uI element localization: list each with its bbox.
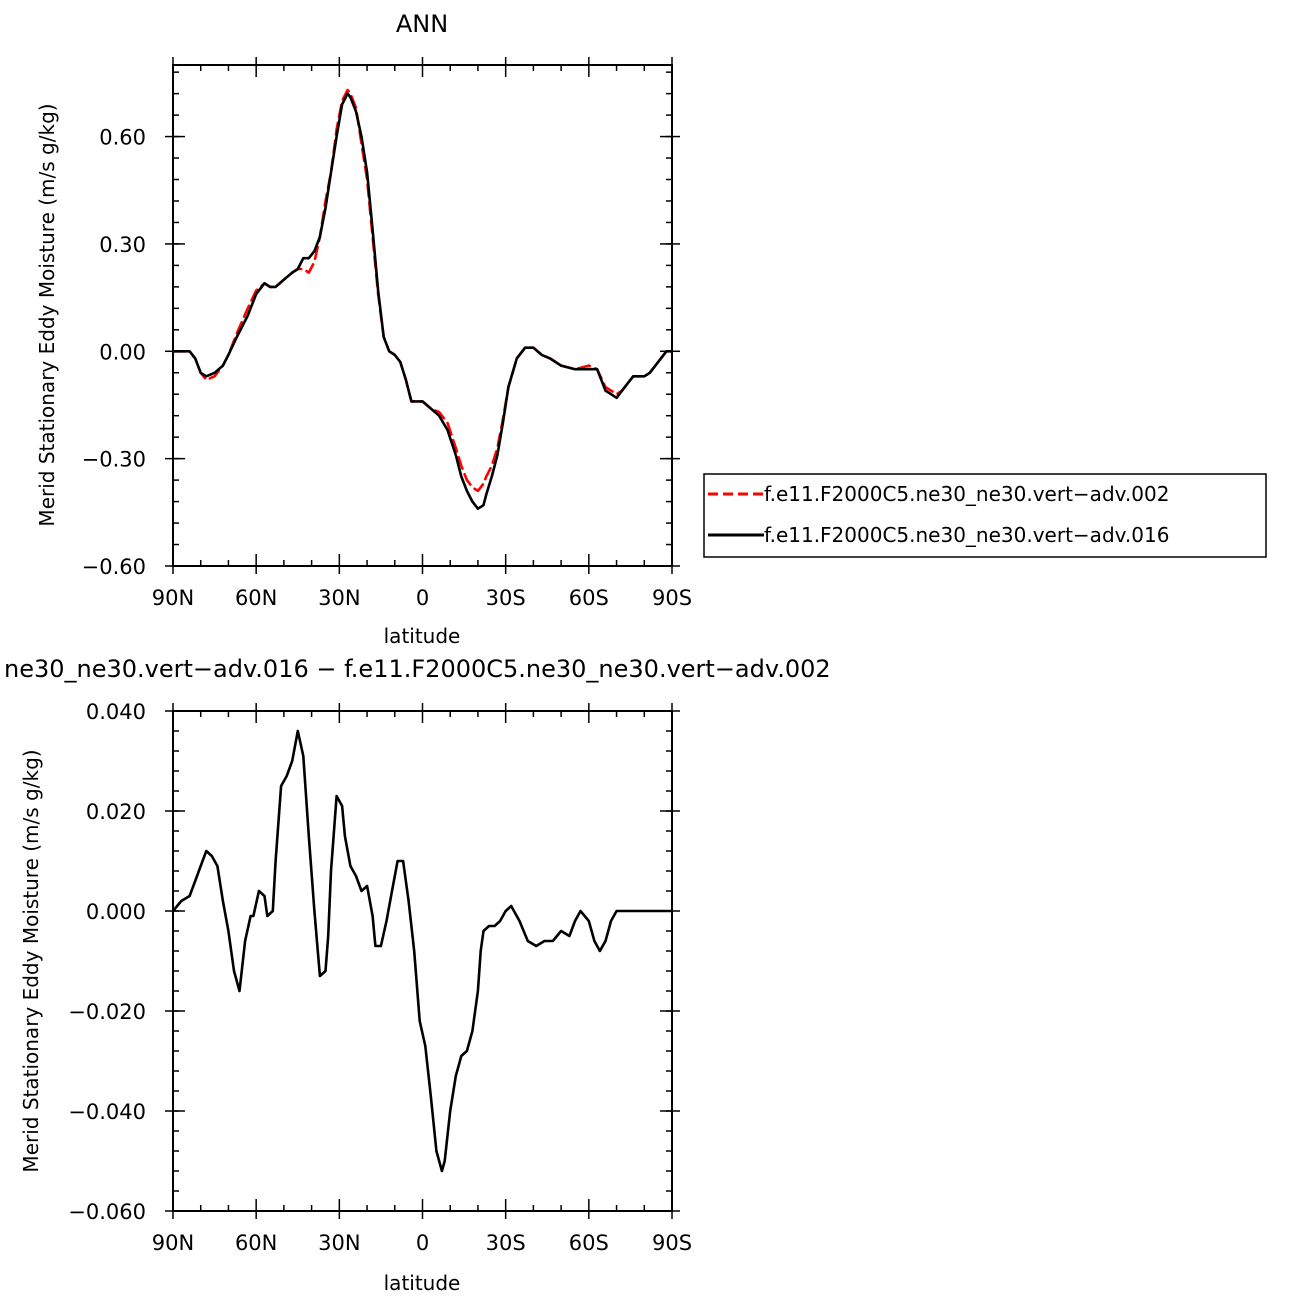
x-tick-label: 90N <box>152 586 194 610</box>
x-tick-label: 60N <box>235 586 277 610</box>
series-line-dashed <box>171 88 674 493</box>
bottom-x-axis-title: latitude <box>384 1271 461 1295</box>
y-tick-label: 0.020 <box>86 800 146 824</box>
y-tick-label: 0.040 <box>86 700 146 724</box>
legend-label-002: f.e11.F2000C5.ne30_ne30.vert−adv.002 <box>764 482 1169 506</box>
top-plot-area: 90N 60N 30N 0 30S 60S 90S −0.60 −0.30 0.00 0.30 0.6… <box>82 57 692 610</box>
x-tick-label: 90N <box>152 1231 194 1255</box>
x-tick-label: 30S <box>486 586 526 610</box>
legend-label-016: f.e11.F2000C5.ne30_ne30.vert−adv.016 <box>764 523 1169 547</box>
y-tick-label: −0.060 <box>68 1200 146 1224</box>
bottom-chart-title: ne30_ne30.vert−adv.016 − f.e11.F2000C5.n… <box>4 655 831 683</box>
y-tick-label: 0.30 <box>99 233 146 257</box>
x-tick-label: 0 <box>416 1231 429 1255</box>
y-tick-label: 0.60 <box>99 126 146 150</box>
series-line-solid <box>171 92 674 511</box>
top-x-axis-title: latitude <box>384 624 461 648</box>
y-tick-label: −0.040 <box>68 1100 146 1124</box>
top-panel: ANN Merid Stationary Eddy Moisture (m/s … <box>35 10 1267 648</box>
x-tick-label: 0 <box>416 586 429 610</box>
y-tick-label: −0.020 <box>68 1000 146 1024</box>
top-legend: f.e11.F2000C5.ne30_ne30.vert−adv.002 f.e… <box>703 473 1267 558</box>
x-tick-label: 90S <box>652 1231 692 1255</box>
legend-box <box>703 473 1267 558</box>
x-tick-label: 60N <box>235 1231 277 1255</box>
plot-frame <box>172 710 673 1212</box>
x-tick-label: 90S <box>652 586 692 610</box>
y-tick-label: −0.60 <box>82 555 146 579</box>
top-y-axis-title: Merid Stationary Eddy Moisture (m/s g/kg… <box>35 103 59 526</box>
x-tick-label: 30N <box>318 1231 360 1255</box>
x-tick-label: 30S <box>486 1231 526 1255</box>
y-tick-label: −0.30 <box>82 448 146 472</box>
y-tick-label: 0.000 <box>86 900 146 924</box>
y-tick-label: 0.00 <box>99 340 146 364</box>
x-tick-label: 30N <box>318 586 360 610</box>
top-chart-title: ANN <box>396 10 448 38</box>
series-line-solid <box>171 729 674 1173</box>
x-tick-label: 60S <box>569 586 609 610</box>
x-tick-label: 60S <box>569 1231 609 1255</box>
bottom-panel: ne30_ne30.vert−adv.016 − f.e11.F2000C5.n… <box>4 655 831 1295</box>
bottom-plot-area: 90N 60N 30N 0 30S 60S 90S −0.060 −0.040 −0.020 0.0… <box>68 700 692 1255</box>
bottom-y-axis-title: Merid Stationary Eddy Moisture (m/s g/kg… <box>19 749 43 1172</box>
